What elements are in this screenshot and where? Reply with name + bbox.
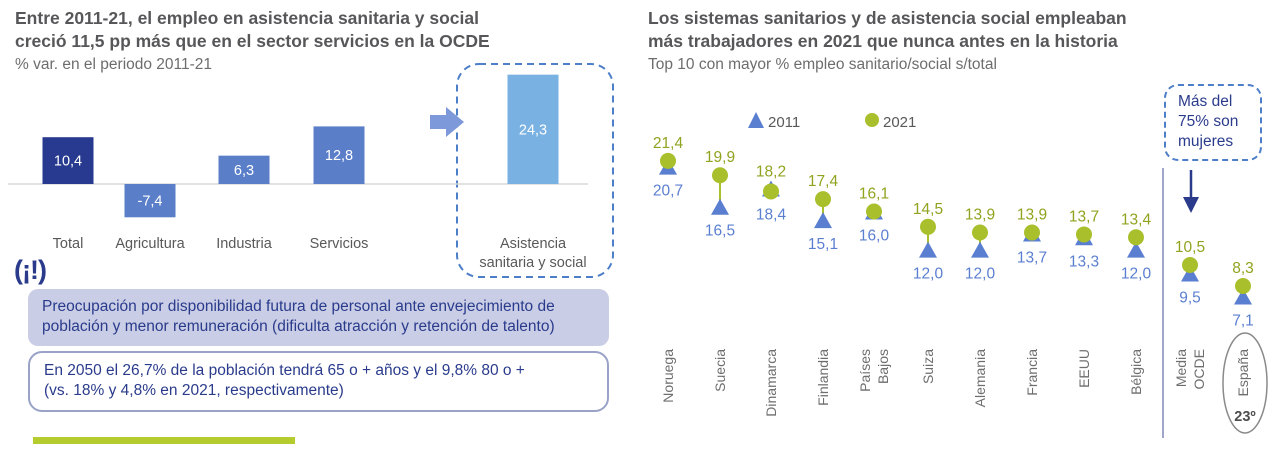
axis-label-eeuu: EEUU <box>1076 349 1092 388</box>
value-2021-países-bajos: 16,1 <box>859 186 889 203</box>
legend-circle-icon <box>865 113 879 127</box>
left-title-line2: creció 11,5 pp más que en el sector serv… <box>15 30 490 51</box>
green-accent-bar <box>33 437 295 444</box>
axis-label-dinamarca: Dinamarca <box>763 349 779 417</box>
bar-value-total: 10,4 <box>54 154 82 170</box>
marker-2021-alemania <box>972 224 988 241</box>
right-chart-title: Los sistemas sanitarios y de asistencia … <box>648 7 1127 53</box>
axis-label-media-ocde: OCDE <box>1191 349 1207 389</box>
value-2011-países-bajos: 16,0 <box>859 227 890 244</box>
category-label-industria: Industria <box>216 236 273 252</box>
value-2011-finlandia: 15,1 <box>808 236 838 253</box>
right-title-line1: Los sistemas sanitarios y de asistencia … <box>648 8 1127 28</box>
axis-label-noruega: Noruega <box>660 349 676 403</box>
marker-2011-media-ocde <box>1181 265 1199 282</box>
legend-triangle-icon <box>748 112 764 128</box>
category-label-total: Total <box>53 236 84 252</box>
value-2021-finlandia: 17,4 <box>808 173 839 190</box>
right-chart-subtitle: Top 10 con mayor % empleo sanitario/soci… <box>648 56 997 73</box>
bar-asistencia-sanitaria-y-social <box>507 74 559 184</box>
axis-label-finlandia: Finlandia <box>815 349 831 406</box>
callout-women-share: Más del 75% son mujeres <box>1164 84 1262 162</box>
marker-2021-noruega <box>660 152 676 169</box>
value-2011-eeuu: 13,3 <box>1069 253 1099 270</box>
bar-value-servicios: 12,8 <box>325 148 353 164</box>
bar-value-agricultura: -7,4 <box>138 194 163 210</box>
spain-ellipse <box>1222 332 1268 434</box>
value-2021-españa: 8,3 <box>1232 260 1254 277</box>
marker-2021-dinamarca <box>763 183 779 200</box>
marker-2011-suecia <box>711 198 729 215</box>
bar-value-industria: 6,3 <box>234 163 254 179</box>
category-label-asistencia-sanitaria-y-social: Asistencia <box>500 236 567 252</box>
marker-2011-españa <box>1234 288 1252 305</box>
bar-total <box>42 137 94 184</box>
note-box-2050: En 2050 el 26,7% de la población tendrá … <box>28 351 609 412</box>
marker-2011-finlandia <box>814 212 832 229</box>
category-label-asistencia-sanitaria-y-social: sanitaria y social <box>479 255 586 271</box>
value-2021-eeuu: 13,7 <box>1069 208 1099 225</box>
category-label-servicios: Servicios <box>310 236 369 252</box>
bar-agricultura <box>124 184 176 218</box>
spain-rank: 23º <box>1234 409 1256 425</box>
value-2021-alemania: 13,9 <box>965 207 995 224</box>
value-2011-media-ocde: 9,5 <box>1179 290 1201 307</box>
value-2011-francia: 13,7 <box>1017 249 1047 266</box>
left-title-line1: Entre 2011-21, el empleo en asistencia s… <box>15 8 479 28</box>
axis-label-suecia: Suecia <box>712 349 728 392</box>
value-2021-dinamarca: 18,2 <box>756 164 786 181</box>
marker-2021-eeuu <box>1076 226 1092 243</box>
axis-label-media-ocde: Media <box>1173 349 1189 387</box>
marker-2021-media-ocde <box>1182 257 1198 273</box>
axis-label-suiza: Suiza <box>920 349 936 384</box>
marker-2021-países-bajos <box>866 203 882 220</box>
value-2021-suecia: 19,9 <box>705 149 735 166</box>
marker-2011-alemania <box>971 241 989 258</box>
value-2011-suecia: 16,5 <box>705 223 735 240</box>
callout-arrow-head-icon <box>1183 197 1199 213</box>
bar-value-asistencia-sanitaria-y-social: 24,3 <box>519 122 547 138</box>
marker-2021-finlandia <box>815 191 831 208</box>
left-chart-subtitle: % var. en el periodo 2011-21 <box>15 56 213 73</box>
value-2011-suiza: 12,0 <box>913 266 944 283</box>
value-2011-noruega: 20,7 <box>653 183 683 200</box>
marker-2011-suiza <box>919 241 937 258</box>
value-2011-bélgica: 12,0 <box>1121 266 1152 283</box>
note-box-concern: Preocupación por disponibilidad futura d… <box>28 289 609 346</box>
marker-2021-suecia <box>712 167 728 184</box>
value-2011-españa: 7,1 <box>1232 312 1254 329</box>
marker-2021-suiza <box>920 218 936 235</box>
axis-label-bélgica: Bélgica <box>1128 349 1144 395</box>
right-title-line2: más trabajadores en 2021 que nunca antes… <box>648 30 1118 51</box>
marker-2021-bélgica <box>1128 229 1144 246</box>
value-2021-bélgica: 13,4 <box>1121 211 1152 228</box>
left-chart-title: Entre 2011-21, el empleo en asistencia s… <box>15 7 490 53</box>
value-2021-suiza: 14,5 <box>913 201 943 218</box>
value-2021-media-ocde: 10,5 <box>1175 239 1205 256</box>
value-2021-noruega: 21,4 <box>653 135 684 152</box>
bar-industria <box>218 155 270 184</box>
marker-2021-francia <box>1024 224 1040 241</box>
warning-icon: (¡!) <box>14 255 47 285</box>
value-2011-dinamarca: 18,4 <box>756 206 787 223</box>
axis-label-países-bajos: Países <box>857 349 873 392</box>
axis-label-españa: España <box>1235 349 1251 397</box>
axis-label-países-bajos: Bajos <box>875 349 891 384</box>
value-2021-francia: 13,9 <box>1017 207 1047 224</box>
right-arrow-icon <box>430 107 464 137</box>
marker-2011-bélgica <box>1127 241 1145 258</box>
legend-label-2011: 2011 <box>768 114 800 131</box>
category-label-agricultura: Agricultura <box>115 236 185 252</box>
axis-label-alemania: Alemania <box>972 349 988 408</box>
bar-servicios <box>313 126 365 184</box>
legend-label-2021: 2021 <box>883 114 916 131</box>
value-2011-alemania: 12,0 <box>965 266 996 283</box>
highlight-dashed-box <box>456 63 614 278</box>
axis-label-francia: Francia <box>1024 349 1040 396</box>
marker-2021-españa <box>1235 278 1251 295</box>
